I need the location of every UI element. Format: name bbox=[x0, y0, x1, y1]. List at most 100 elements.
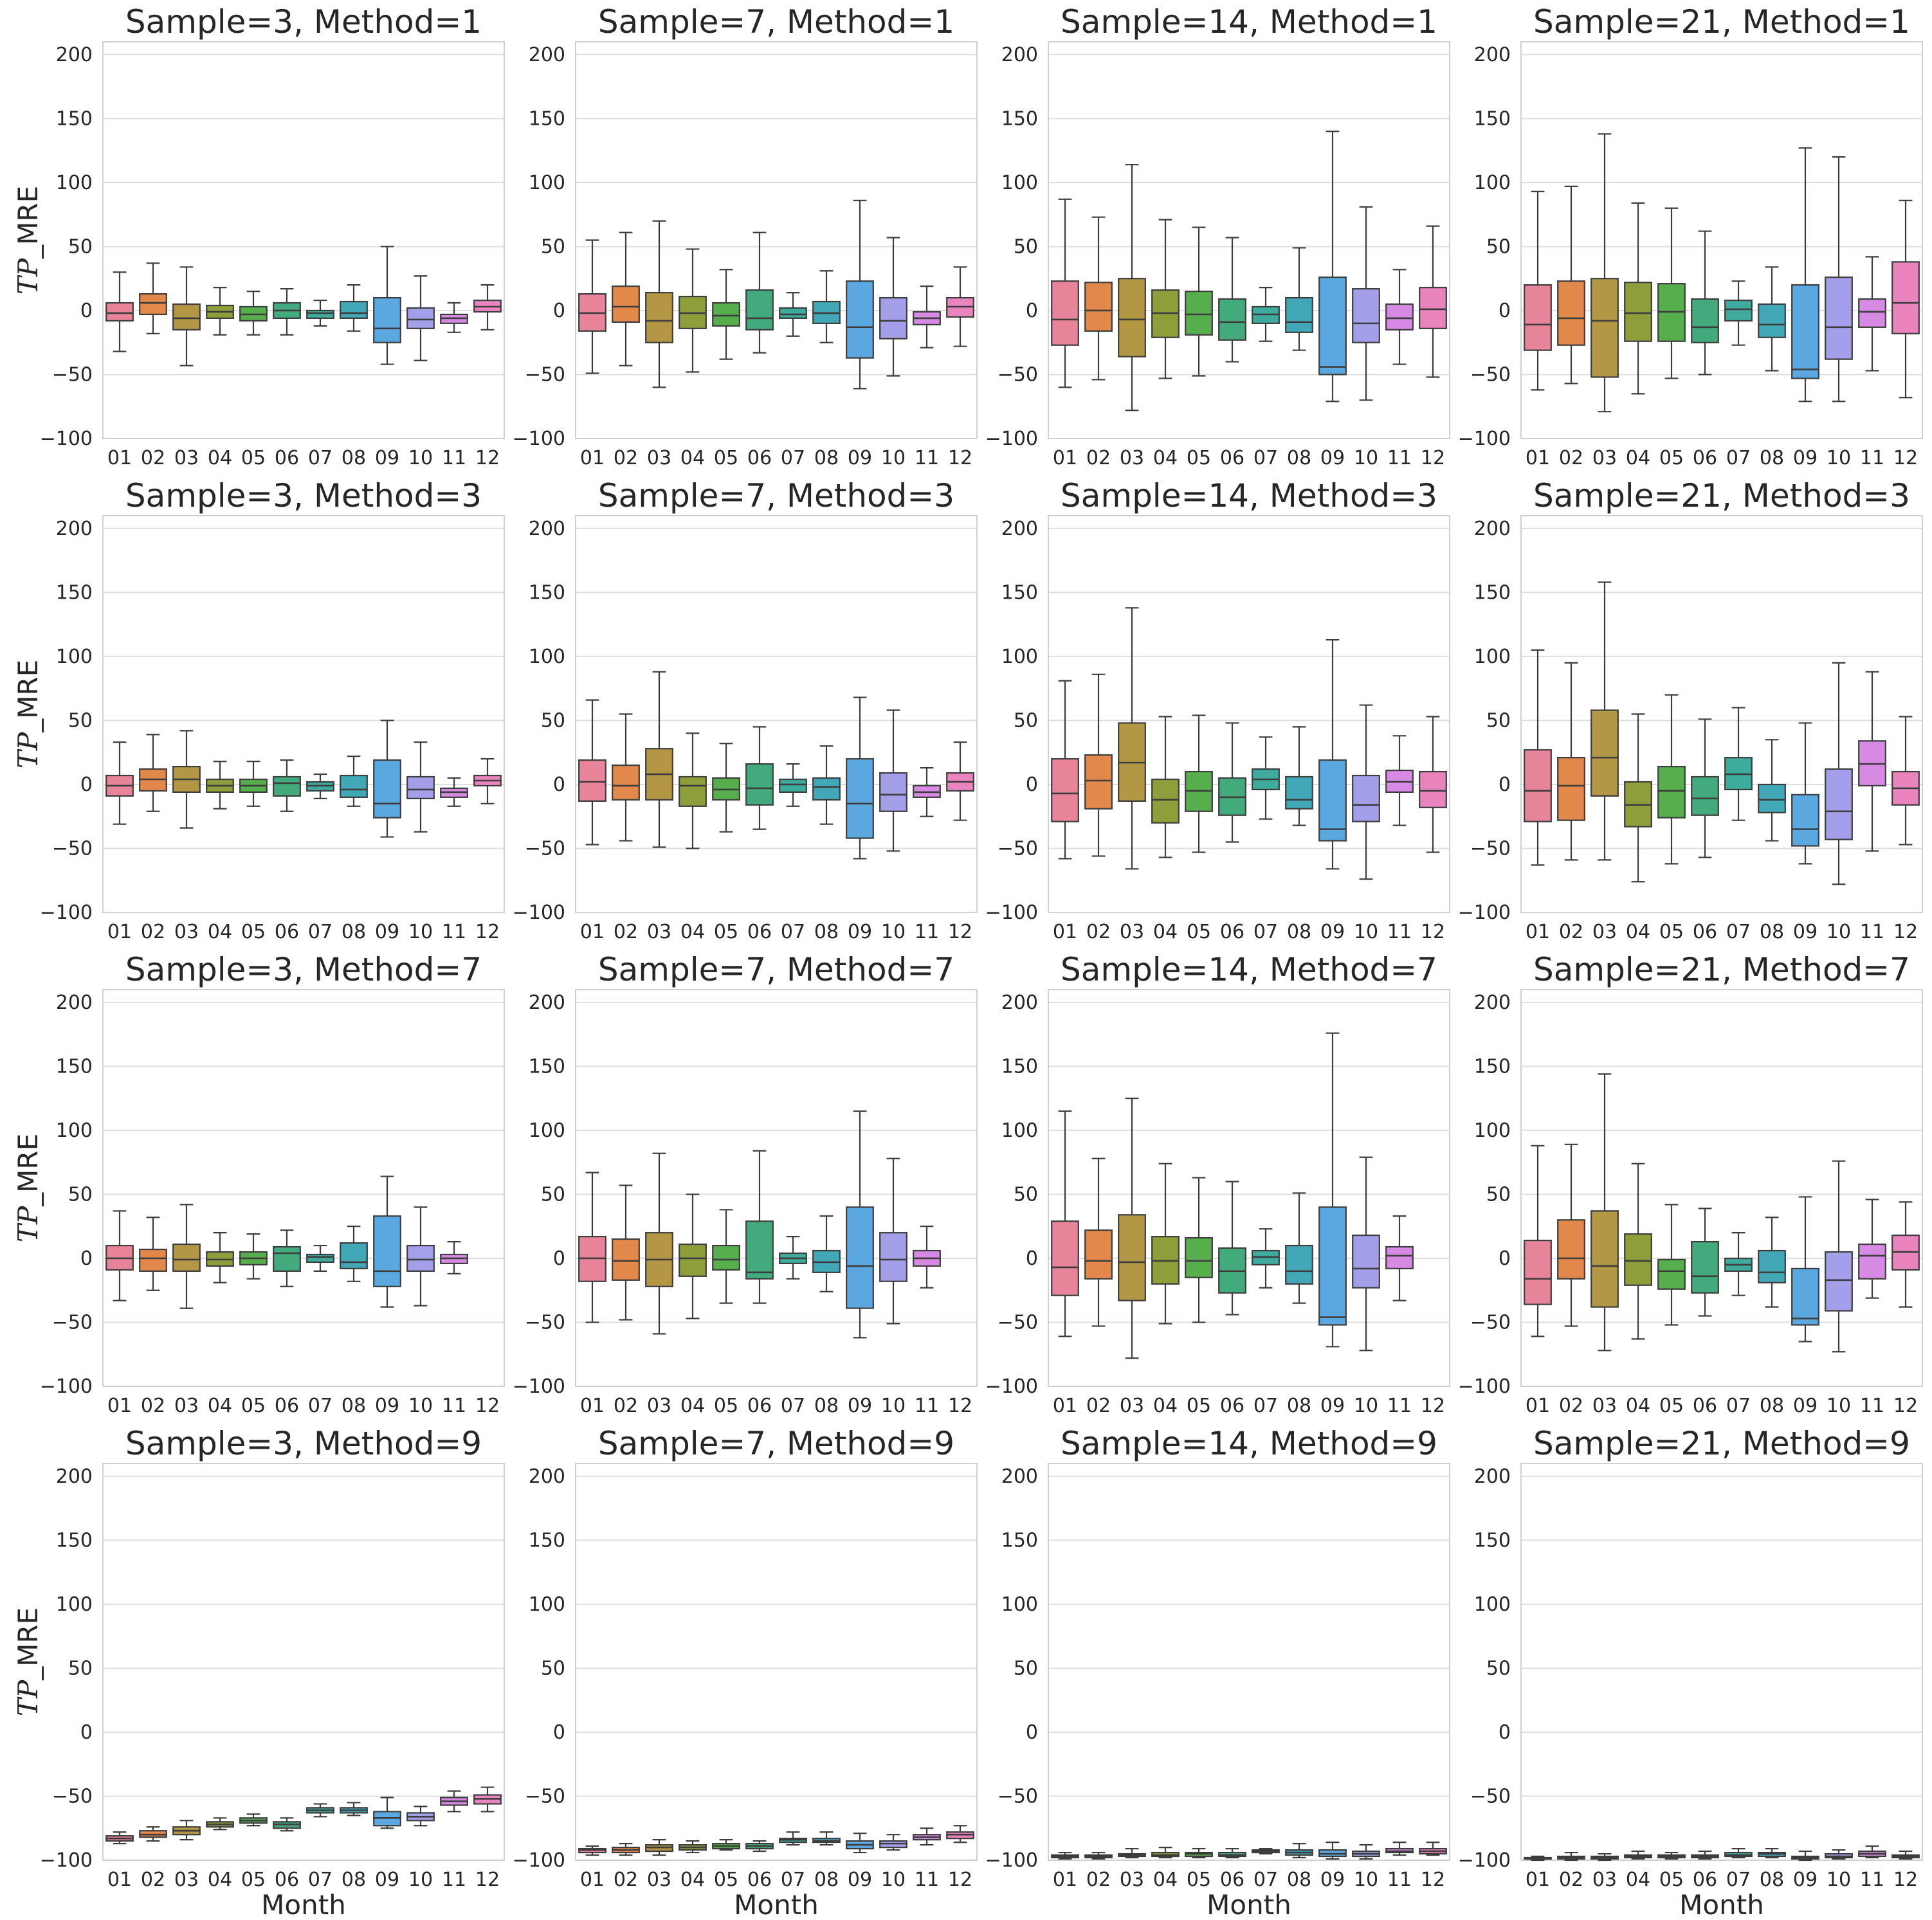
y-axis-label-rest: _MRE bbox=[12, 1134, 44, 1207]
x-tick-label: 10 bbox=[1354, 1869, 1378, 1891]
y-tick-label: 50 bbox=[68, 1183, 93, 1206]
panel-title: Sample=3, Method=7 bbox=[125, 951, 482, 988]
y-tick-label: −50 bbox=[998, 363, 1038, 386]
y-tick-label: 100 bbox=[56, 646, 93, 668]
x-tick-label: 01 bbox=[580, 447, 605, 469]
x-tick-label: 12 bbox=[1893, 1395, 1918, 1417]
x-tick-label: 09 bbox=[1793, 1869, 1818, 1891]
x-tick-label: 05 bbox=[714, 921, 738, 943]
x-tick-label: 10 bbox=[881, 921, 906, 943]
x-tick-label: 05 bbox=[1659, 1395, 1684, 1417]
x-tick-label: 09 bbox=[1793, 447, 1818, 469]
x-tick-label: 02 bbox=[614, 1869, 638, 1891]
y-tick-label: 150 bbox=[529, 1055, 565, 1078]
x-tick-label: 06 bbox=[1220, 447, 1244, 469]
y-axis-label-rest: _MRE bbox=[12, 186, 44, 259]
y-axis-label: TP_MRE bbox=[12, 1134, 44, 1242]
box-iqr bbox=[679, 775, 707, 807]
x-tick-label: 12 bbox=[475, 1869, 500, 1891]
x-tick-label: 07 bbox=[1253, 1395, 1278, 1417]
x-tick-label: 09 bbox=[1320, 447, 1345, 469]
box-iqr bbox=[1051, 280, 1079, 346]
x-tick-label: 09 bbox=[375, 447, 399, 469]
y-tick-label: 200 bbox=[529, 44, 565, 66]
x-tick-label: 05 bbox=[714, 1869, 738, 1891]
y-tick-label: 150 bbox=[1474, 581, 1511, 604]
y-tick-label: −50 bbox=[52, 1311, 93, 1334]
box-iqr bbox=[612, 1238, 640, 1281]
box-iqr bbox=[612, 765, 640, 801]
y-tick-label: 0 bbox=[1499, 1247, 1511, 1270]
box-iqr bbox=[578, 759, 606, 802]
y-tick-label: −100 bbox=[513, 428, 565, 450]
box-iqr bbox=[1524, 284, 1552, 351]
box-iqr bbox=[1151, 778, 1180, 824]
x-tick-label: 11 bbox=[1860, 1869, 1884, 1891]
x-tick-label: 01 bbox=[1526, 447, 1550, 469]
box-iqr bbox=[139, 1248, 167, 1272]
y-tick-label: 100 bbox=[529, 1119, 565, 1142]
y-tick-label: 150 bbox=[529, 1529, 565, 1552]
x-tick-label: 01 bbox=[1526, 921, 1550, 943]
plot-frame bbox=[1048, 1463, 1450, 1861]
x-tick-label: 11 bbox=[442, 921, 466, 943]
x-tick-label: 02 bbox=[1086, 1869, 1111, 1891]
x-tick-label: 05 bbox=[241, 447, 266, 469]
box-iqr bbox=[172, 303, 201, 331]
y-tick-label: 0 bbox=[1026, 300, 1038, 322]
x-tick-label: 09 bbox=[375, 921, 399, 943]
box-iqr bbox=[712, 302, 740, 327]
box-iqr bbox=[1419, 770, 1447, 808]
box-iqr bbox=[340, 1242, 368, 1269]
y-axis-label: TP_MRE bbox=[12, 1608, 44, 1716]
x-tick-label: 11 bbox=[915, 921, 939, 943]
box-iqr bbox=[612, 285, 640, 323]
y-tick-label: 150 bbox=[529, 581, 565, 604]
x-tick-label: 11 bbox=[915, 1395, 939, 1417]
box-iqr bbox=[779, 307, 807, 320]
box-iqr bbox=[306, 309, 334, 320]
x-tick-label: 09 bbox=[1320, 921, 1345, 943]
panel-title: Sample=3, Method=9 bbox=[125, 1425, 482, 1462]
x-tick-label: 02 bbox=[1086, 447, 1111, 469]
y-tick-label: 50 bbox=[541, 1183, 565, 1206]
box-iqr bbox=[1318, 1206, 1347, 1326]
y-tick-label: 100 bbox=[1474, 1593, 1511, 1616]
x-tick-label: 01 bbox=[107, 447, 132, 469]
y-tick-label: 50 bbox=[1014, 235, 1038, 258]
box-iqr bbox=[1825, 768, 1853, 840]
y-tick-label: 0 bbox=[1499, 300, 1511, 322]
x-tick-label: 05 bbox=[241, 1395, 266, 1417]
box-iqr bbox=[1691, 298, 1719, 343]
x-tick-label: 05 bbox=[1187, 1395, 1211, 1417]
x-tick-label: 10 bbox=[408, 1395, 433, 1417]
y-axis-label: TP_MRE bbox=[12, 186, 44, 294]
y-tick-label: 100 bbox=[56, 1119, 93, 1142]
box-iqr bbox=[846, 280, 874, 359]
x-tick-label: 01 bbox=[107, 921, 132, 943]
x-axis-label: Month bbox=[734, 1889, 819, 1920]
x-tick-label: 04 bbox=[208, 921, 232, 943]
panel-title: Sample=21, Method=7 bbox=[1533, 951, 1910, 988]
y-tick-label: 200 bbox=[1001, 1465, 1038, 1488]
box-iqr bbox=[879, 772, 907, 812]
x-tick-label: 09 bbox=[1320, 1869, 1345, 1891]
y-tick-label: 200 bbox=[529, 992, 565, 1014]
y-tick-label: 200 bbox=[1001, 518, 1038, 540]
x-tick-label: 07 bbox=[781, 1395, 805, 1417]
box-iqr bbox=[1825, 1251, 1853, 1312]
y-axis-label: TP_MRE bbox=[12, 660, 44, 768]
y-tick-label: 50 bbox=[541, 235, 565, 258]
x-tick-label: 08 bbox=[1760, 447, 1784, 469]
y-tick-label: 50 bbox=[1486, 1183, 1511, 1206]
x-tick-label: 09 bbox=[848, 921, 872, 943]
x-tick-label: 07 bbox=[1253, 1869, 1278, 1891]
box-iqr bbox=[1791, 793, 1819, 847]
box-iqr bbox=[373, 296, 401, 343]
